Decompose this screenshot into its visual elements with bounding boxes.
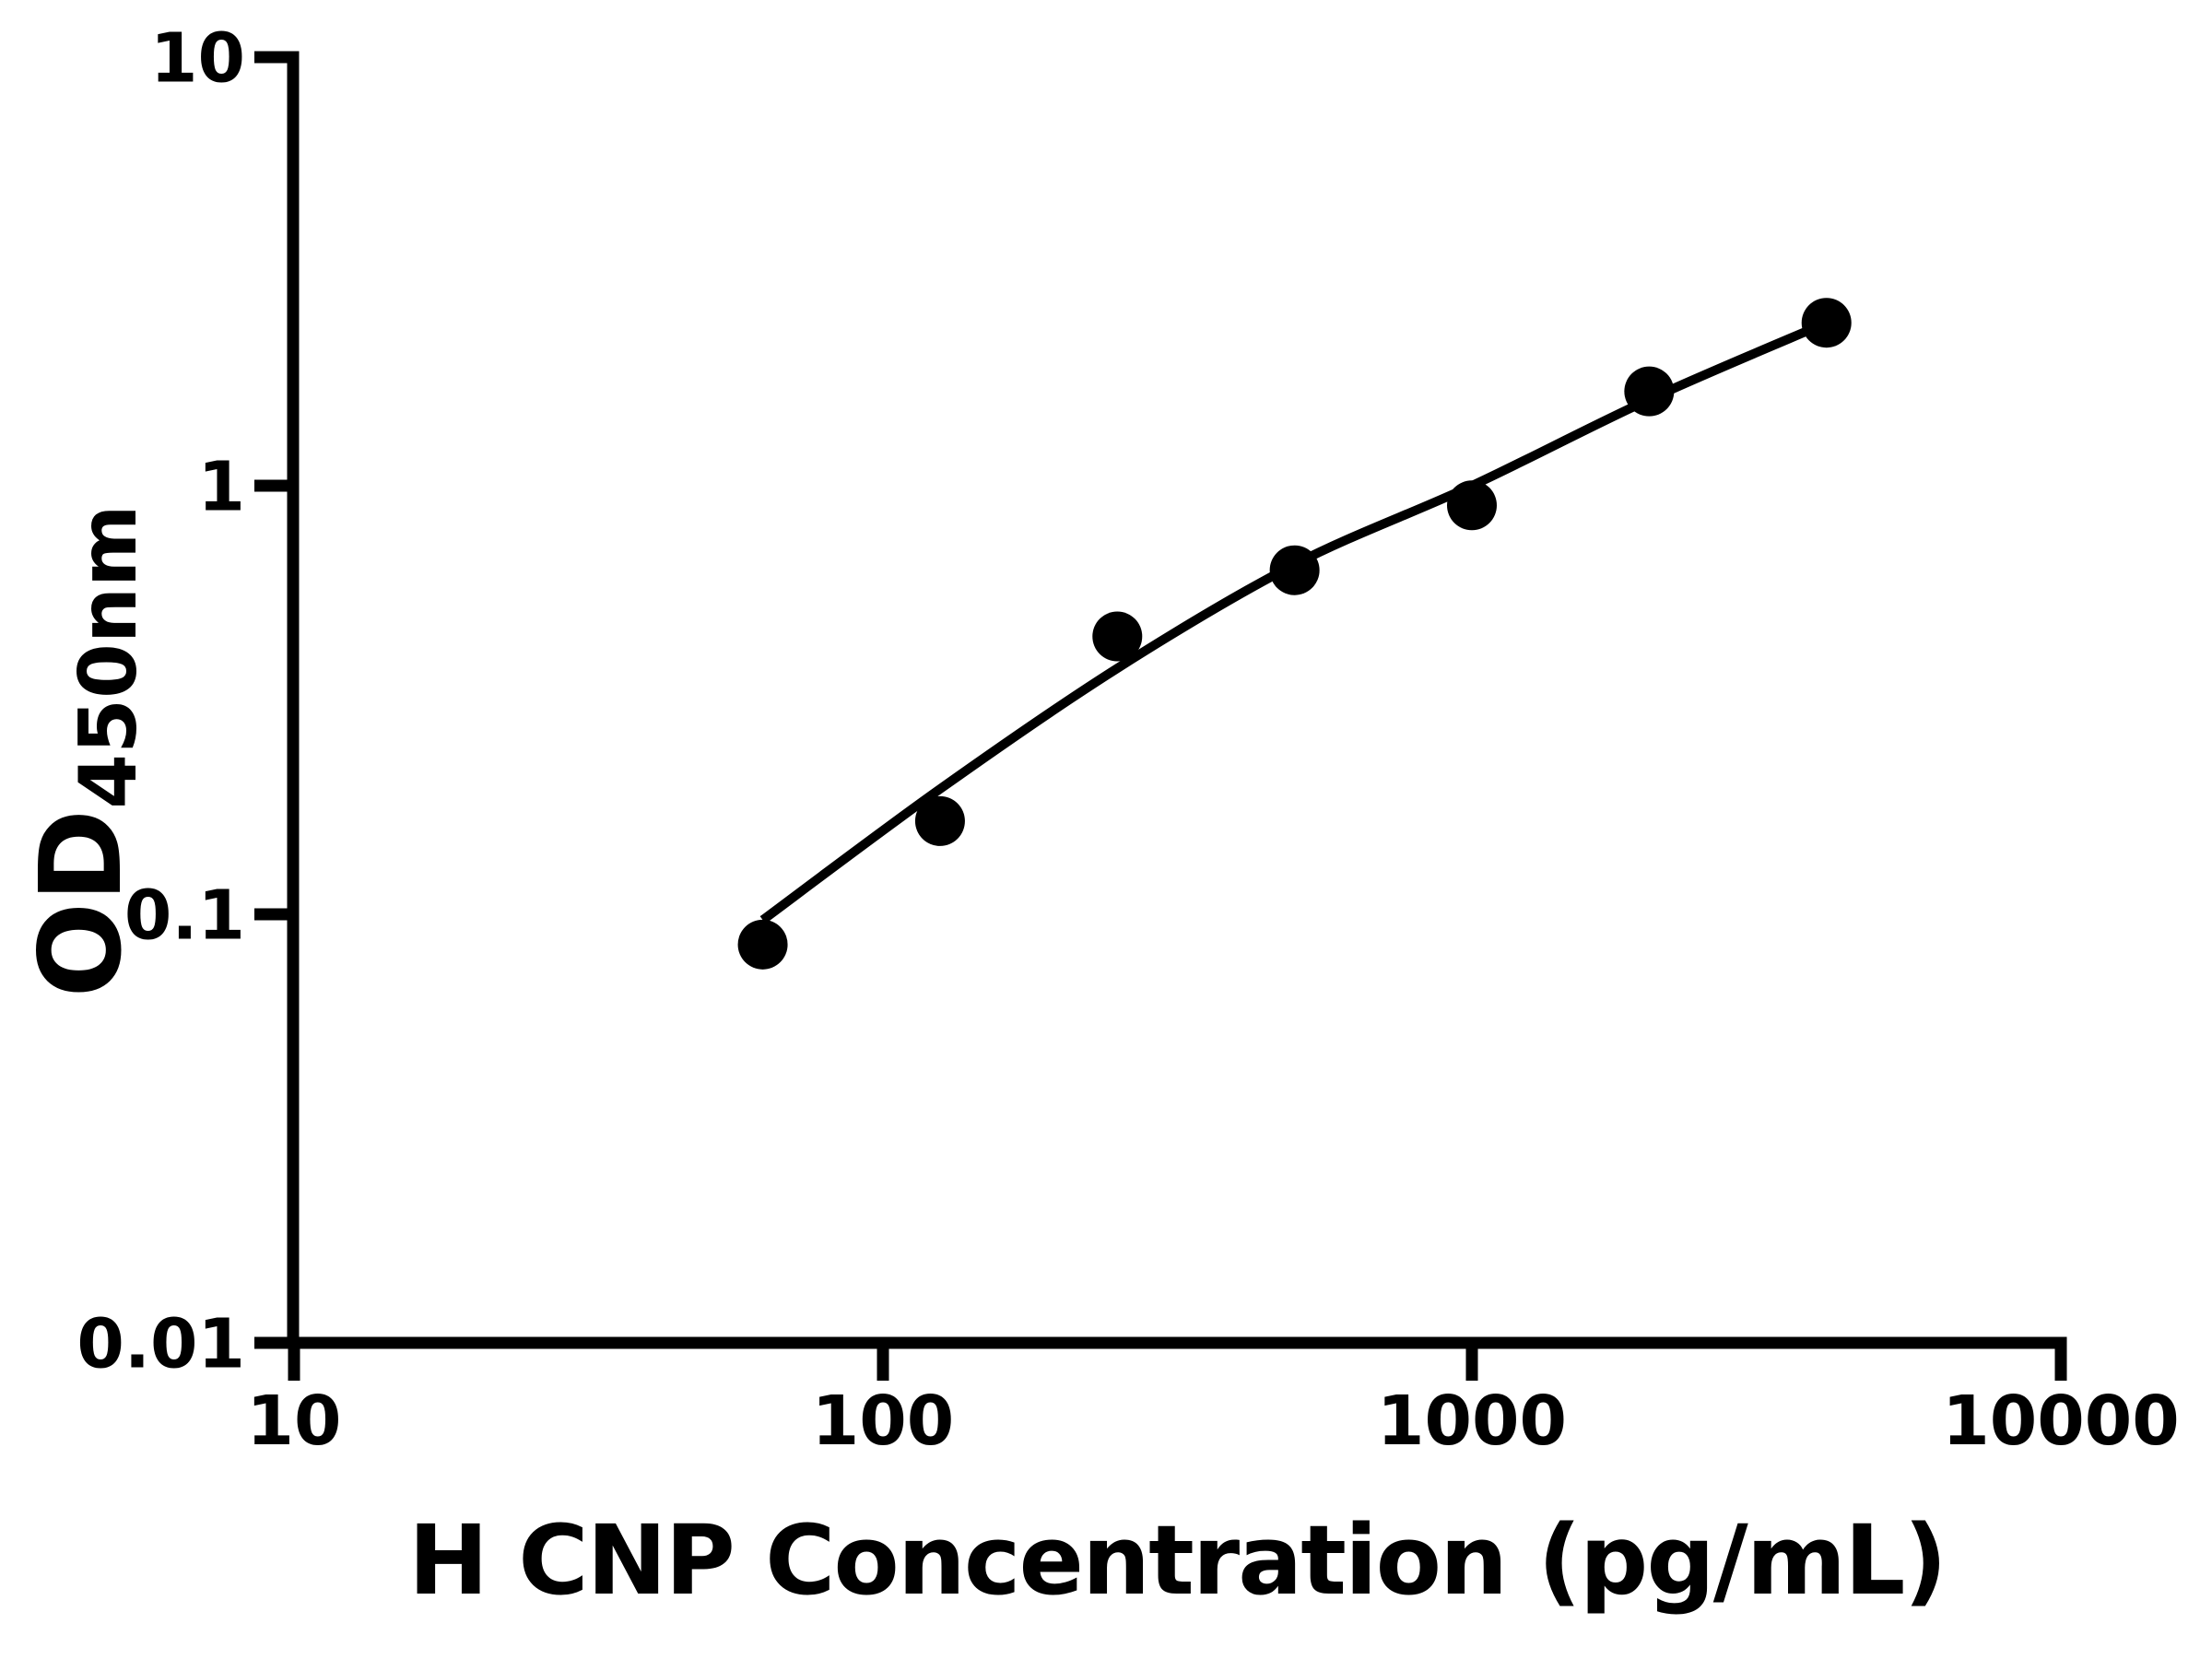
y-tick-label: 0.01 [76,1305,245,1384]
data-point [1447,480,1497,531]
x-tick-label: 10000 [1942,1382,2179,1461]
x-tick-label: 1000 [1377,1382,1567,1461]
y-tick-label: 1 [198,448,246,527]
data-point [1801,298,1852,348]
y-axis-title-text: OD [16,808,147,998]
y-tick-label: 10 [150,19,245,99]
y-axis-title-subscript: 450nm [63,504,156,809]
x-tick-label: 100 [812,1382,954,1461]
y-axis-title: OD450nm [16,504,155,997]
x-axis-title-text: H CNP Concentration (pg/mL) [408,1504,1947,1617]
y-tick-label: 0.1 [124,877,245,956]
data-point [1269,545,1320,595]
data-point [1624,366,1675,417]
x-axis-title: H CNP Concentration (pg/mL) [293,1504,2061,1617]
data-point [737,919,788,970]
data-point [1092,611,1143,662]
x-tick-label: 10 [247,1382,342,1461]
data-point [914,795,965,846]
